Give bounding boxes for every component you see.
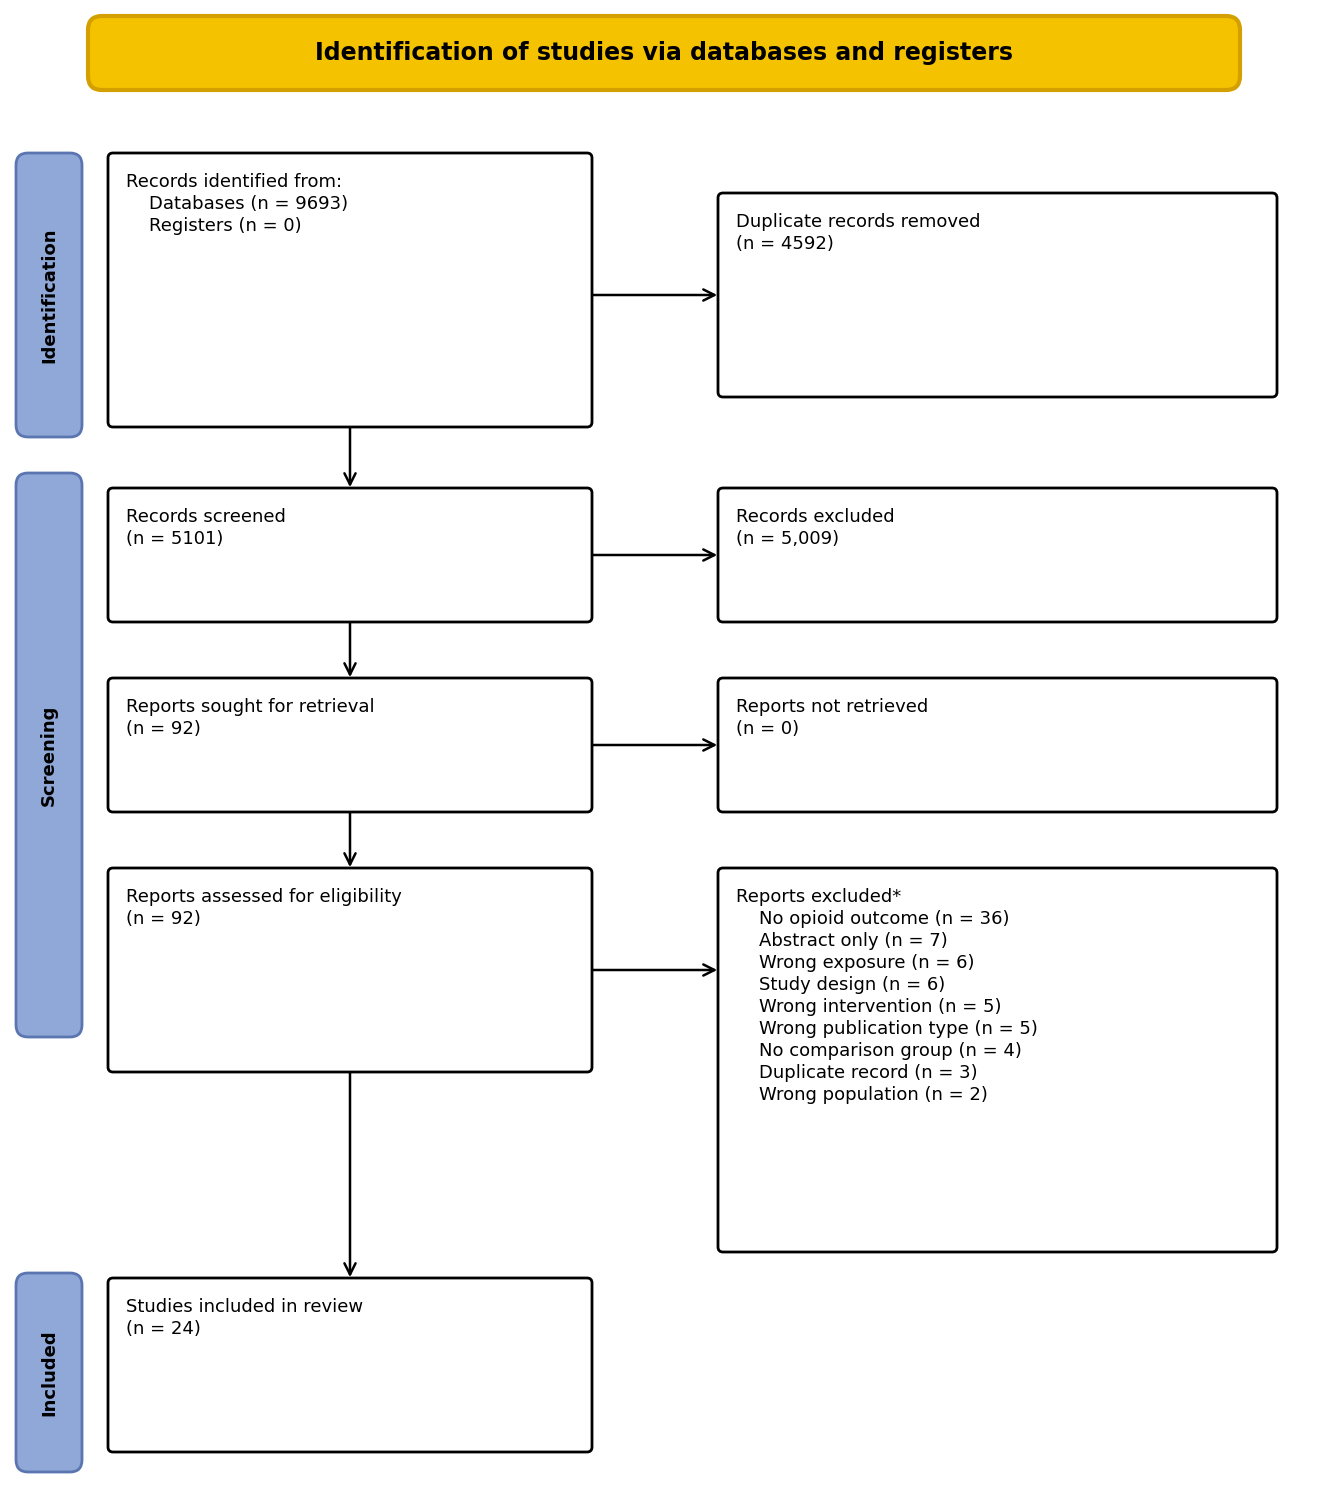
FancyBboxPatch shape (16, 472, 82, 1036)
Text: Abstract only (n = 7): Abstract only (n = 7) (736, 932, 948, 950)
Text: Study design (n = 6): Study design (n = 6) (736, 976, 946, 994)
FancyBboxPatch shape (718, 868, 1278, 1252)
Text: Reports not retrieved: Reports not retrieved (736, 698, 928, 715)
FancyBboxPatch shape (108, 678, 592, 812)
Text: Reports assessed for eligibility: Reports assessed for eligibility (126, 888, 402, 906)
Text: (n = 4592): (n = 4592) (736, 236, 834, 254)
FancyBboxPatch shape (108, 1278, 592, 1452)
Text: Reports excluded*: Reports excluded* (736, 888, 902, 906)
Text: No opioid outcome (n = 36): No opioid outcome (n = 36) (736, 910, 1009, 928)
Text: Wrong exposure (n = 6): Wrong exposure (n = 6) (736, 954, 975, 972)
Text: (n = 0): (n = 0) (736, 720, 799, 738)
FancyBboxPatch shape (108, 868, 592, 1072)
FancyBboxPatch shape (718, 194, 1278, 398)
Text: Wrong intervention (n = 5): Wrong intervention (n = 5) (736, 998, 1001, 1016)
Text: Included: Included (40, 1329, 58, 1416)
Text: Identification: Identification (40, 228, 58, 363)
FancyBboxPatch shape (88, 16, 1240, 90)
Text: Records screened: Records screened (126, 509, 286, 526)
Text: (n = 5101): (n = 5101) (126, 530, 223, 548)
Text: (n = 92): (n = 92) (126, 720, 201, 738)
Text: Databases (n = 9693): Databases (n = 9693) (126, 195, 348, 213)
Text: Studies included in review: Studies included in review (126, 1298, 363, 1316)
Text: (n = 92): (n = 92) (126, 910, 201, 928)
Text: No comparison group (n = 4): No comparison group (n = 4) (736, 1042, 1021, 1060)
Text: Registers (n = 0): Registers (n = 0) (126, 217, 301, 236)
Text: Wrong publication type (n = 5): Wrong publication type (n = 5) (736, 1020, 1038, 1038)
FancyBboxPatch shape (718, 488, 1278, 622)
Text: Duplicate records removed: Duplicate records removed (736, 213, 980, 231)
Text: Records excluded: Records excluded (736, 509, 895, 526)
Text: (n = 5,009): (n = 5,009) (736, 530, 839, 548)
Text: Wrong population (n = 2): Wrong population (n = 2) (736, 1086, 988, 1104)
FancyBboxPatch shape (108, 488, 592, 622)
FancyBboxPatch shape (108, 153, 592, 428)
Text: (n = 24): (n = 24) (126, 1320, 201, 1338)
FancyBboxPatch shape (16, 1274, 82, 1472)
FancyBboxPatch shape (718, 678, 1278, 812)
Text: Duplicate record (n = 3): Duplicate record (n = 3) (736, 1064, 977, 1082)
Text: Reports sought for retrieval: Reports sought for retrieval (126, 698, 374, 715)
Text: Identification of studies via databases and registers: Identification of studies via databases … (315, 40, 1013, 64)
Text: Records identified from:: Records identified from: (126, 172, 343, 190)
FancyBboxPatch shape (16, 153, 82, 436)
Text: Screening: Screening (40, 705, 58, 806)
